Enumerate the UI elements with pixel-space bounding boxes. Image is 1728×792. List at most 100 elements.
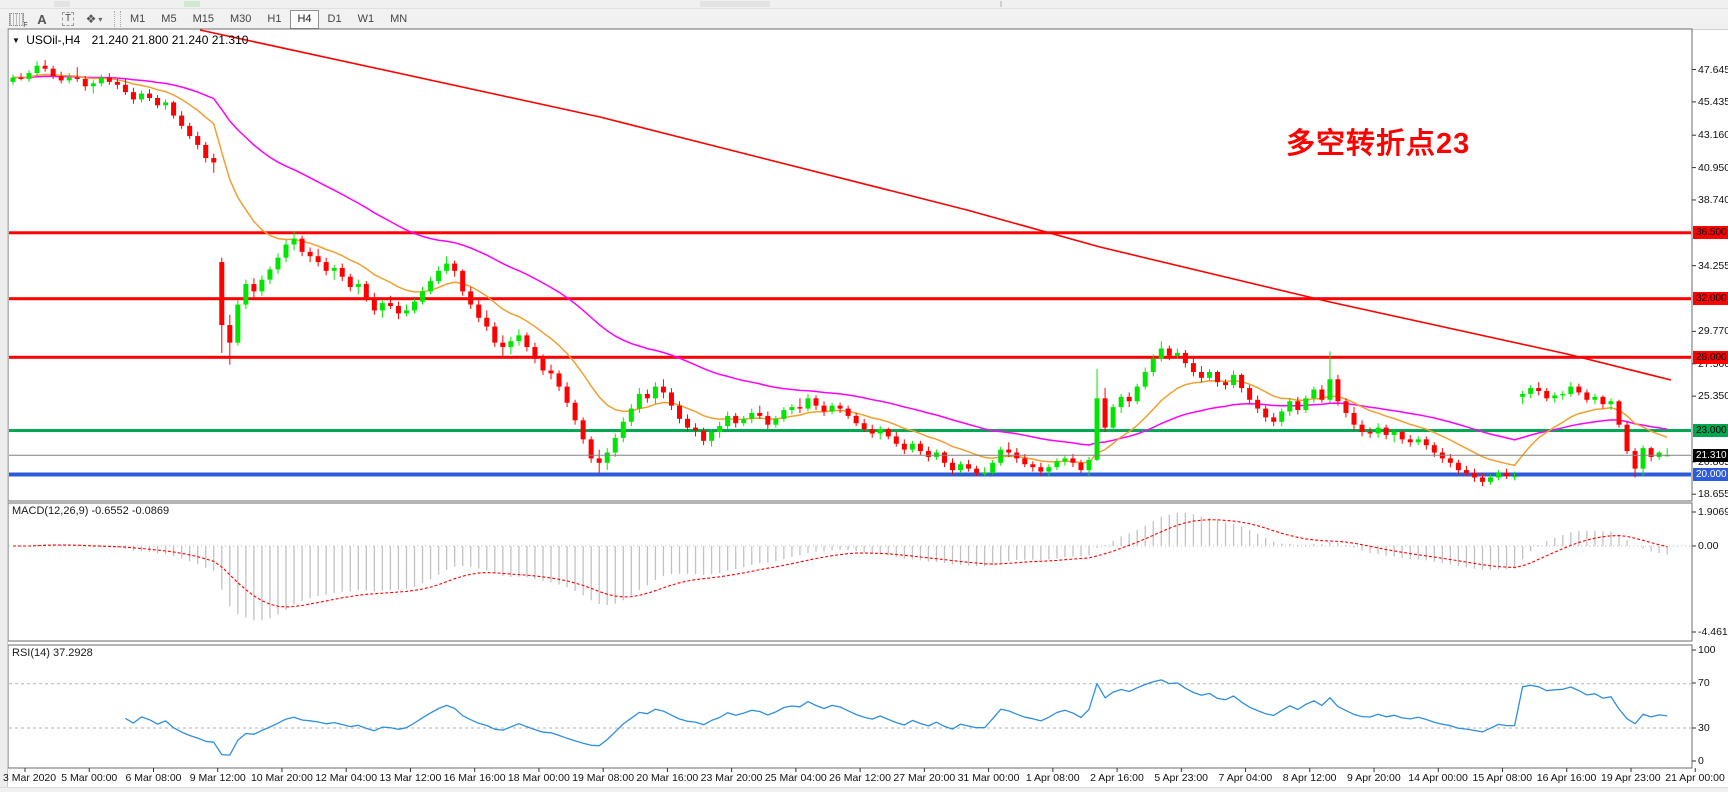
price-level-badge: 28.000 xyxy=(1693,350,1728,364)
time-axis-label: 20 Mar 16:00 xyxy=(636,772,699,784)
price-tick-label: 40.950 xyxy=(1698,161,1728,174)
price-tick-label: 45.435 xyxy=(1698,95,1728,108)
main-chart-panel[interactable] xyxy=(7,28,1693,502)
window-bottom-edge xyxy=(0,787,1728,792)
time-axis-label: 27 Mar 20:00 xyxy=(893,772,956,784)
objects-glyph: ❖ xyxy=(85,12,97,26)
ma-slow-line xyxy=(12,75,1668,446)
time-axis-label: 16 Apr 16:00 xyxy=(1536,772,1597,784)
rsi-indicator-label: RSI(14) 37.2928 xyxy=(12,647,93,659)
price-tick-label: 38.740 xyxy=(1698,193,1728,206)
descending-trendline[interactable] xyxy=(199,29,1672,381)
time-axis-label: 19 Apr 23:00 xyxy=(1601,772,1661,784)
time-axis-label: 2 Apr 16:00 xyxy=(1090,772,1144,784)
current-price-badge: 21.310 xyxy=(1693,448,1728,462)
clipped-toolbar-remnant xyxy=(184,1,200,7)
macd-axis-label: -4.4614 xyxy=(1698,626,1728,638)
window-left-edge xyxy=(0,29,8,792)
price-tick-label: 29.770 xyxy=(1698,325,1728,338)
time-axis-label: 9 Mar 12:00 xyxy=(189,772,246,784)
price-level-badge: 23.000 xyxy=(1693,424,1728,438)
hline-36.500[interactable] xyxy=(9,231,1691,235)
rsi-layer xyxy=(125,679,1668,756)
grid-f-sub: F xyxy=(23,21,28,29)
chart-title: ▼ USOil-,H4 21.240 21.800 21.240 21.310 xyxy=(12,33,248,47)
rsi-axis-label: 0 xyxy=(1698,755,1704,767)
rsi-line xyxy=(125,679,1668,756)
chevron-down-icon: ▾ xyxy=(98,14,103,24)
hline-28.000[interactable] xyxy=(9,355,1691,359)
chart-symbol-timeframe: USOil-,H4 xyxy=(26,33,81,47)
horizontal-level-lines[interactable] xyxy=(9,231,1691,477)
trendline-layer[interactable] xyxy=(199,29,1672,381)
time-axis-label: 6 Mar 08:00 xyxy=(125,772,182,784)
time-axis-label: 15 Apr 08:00 xyxy=(1472,772,1533,784)
candlestick-series xyxy=(10,59,1670,487)
text-label-tool-icon[interactable]: A xyxy=(37,11,47,27)
time-axis-label: 8 Apr 12:00 xyxy=(1282,772,1337,784)
price-tick-label: 34.255 xyxy=(1698,259,1728,272)
macd-axis-label: 1.9069 xyxy=(1698,506,1728,518)
price-level-badge: 20.000 xyxy=(1693,467,1728,481)
macd-signal-layer xyxy=(13,519,1668,608)
macd-histogram xyxy=(20,512,1668,621)
template-grid-icon[interactable]: F xyxy=(6,10,28,29)
hline-32.000[interactable] xyxy=(9,297,1691,301)
symbol-dropdown-icon[interactable]: ▼ xyxy=(12,36,20,45)
time-axis-label: 16 Mar 16:00 xyxy=(443,772,506,784)
price-tick-label: 18.655 xyxy=(1698,488,1728,501)
clipped-upper-toolbar xyxy=(0,0,1728,9)
clipped-toolbar-remnant xyxy=(1000,1,1002,7)
timeframe-button-M15[interactable]: M15 xyxy=(192,13,214,25)
clipped-toolbar-remnant xyxy=(700,1,770,7)
objects-tool-icon[interactable]: ❖ ▾ xyxy=(84,10,104,28)
time-axis-label: 21 Apr 00:00 xyxy=(1665,772,1725,784)
time-axis-label: 7 Apr 04:00 xyxy=(1218,772,1273,784)
time-axis-label: 1 Apr 08:00 xyxy=(1025,772,1080,784)
timeframe-button-M5[interactable]: M5 xyxy=(161,13,177,25)
price-tick-label: 25.350 xyxy=(1698,390,1728,403)
macd-indicator-label: MACD(12,26,9) -0.6552 -0.0869 xyxy=(12,505,170,517)
price-level-badge: 36.500 xyxy=(1693,226,1728,240)
timeframe-button-MN[interactable]: MN xyxy=(390,13,408,25)
macd-panel[interactable] xyxy=(7,502,1693,642)
time-axis-label: 31 Mar 00:00 xyxy=(957,772,1020,784)
time-axis-label: 10 Mar 20:00 xyxy=(250,772,313,784)
hline-23.000[interactable] xyxy=(9,429,1691,433)
time-axis-label: 23 Mar 20:00 xyxy=(700,772,763,784)
time-axis-label: 14 Apr 00:00 xyxy=(1408,772,1468,784)
time-axis-label: 5 Apr 23:00 xyxy=(1154,772,1209,784)
time-axis-label: 19 Mar 08:00 xyxy=(572,772,635,784)
rsi-axis-label: 30 xyxy=(1698,722,1710,734)
hline-20.000[interactable] xyxy=(9,472,1691,477)
timeframe-button-H4[interactable]: H4 xyxy=(290,9,319,29)
time-axis-label: 18 Mar 00:00 xyxy=(507,772,570,784)
chart-ohlc-values: 21.240 21.800 21.240 21.310 xyxy=(91,33,249,47)
timeframe-button-D1[interactable]: D1 xyxy=(327,13,342,25)
text-box-tool-icon[interactable]: T xyxy=(58,10,78,28)
macd-signal-line xyxy=(13,519,1668,608)
time-axis-label: 25 Mar 04:00 xyxy=(764,772,827,784)
timeframe-button-H1[interactable]: H1 xyxy=(267,13,282,25)
time-axis-label: 5 Mar 00:00 xyxy=(61,772,118,784)
timeframe-button-W1[interactable]: W1 xyxy=(357,13,375,25)
time-axis-label: 3 Mar 2020 xyxy=(3,772,57,784)
timeframe-button-M1[interactable]: M1 xyxy=(130,13,146,25)
rsi-axis-label: 70 xyxy=(1698,677,1710,689)
price-level-badge: 32.000 xyxy=(1693,292,1728,306)
toolbar-separator xyxy=(114,11,121,27)
time-axis-label: 26 Mar 12:00 xyxy=(829,772,891,784)
macd-axis-label: 0.00 xyxy=(1698,540,1719,552)
timeframe-toolbar: M1 M5 M15 M30 H1 H4 D1 W1 MN xyxy=(121,9,414,29)
time-axis-label: 9 Apr 20:00 xyxy=(1347,772,1401,784)
price-tick-label: 43.160 xyxy=(1698,129,1728,142)
rsi-axis-label: 100 xyxy=(1698,644,1716,656)
time-axis-label: 12 Mar 04:00 xyxy=(315,772,378,784)
price-tick-label: 47.645 xyxy=(1698,63,1728,76)
timeframe-button-M30[interactable]: M30 xyxy=(229,13,252,25)
clipped-toolbar-remnant xyxy=(54,1,70,7)
chart-text-annotation[interactable]: 多空转折点23 xyxy=(1286,128,1471,160)
rsi-panel[interactable] xyxy=(7,644,1693,769)
